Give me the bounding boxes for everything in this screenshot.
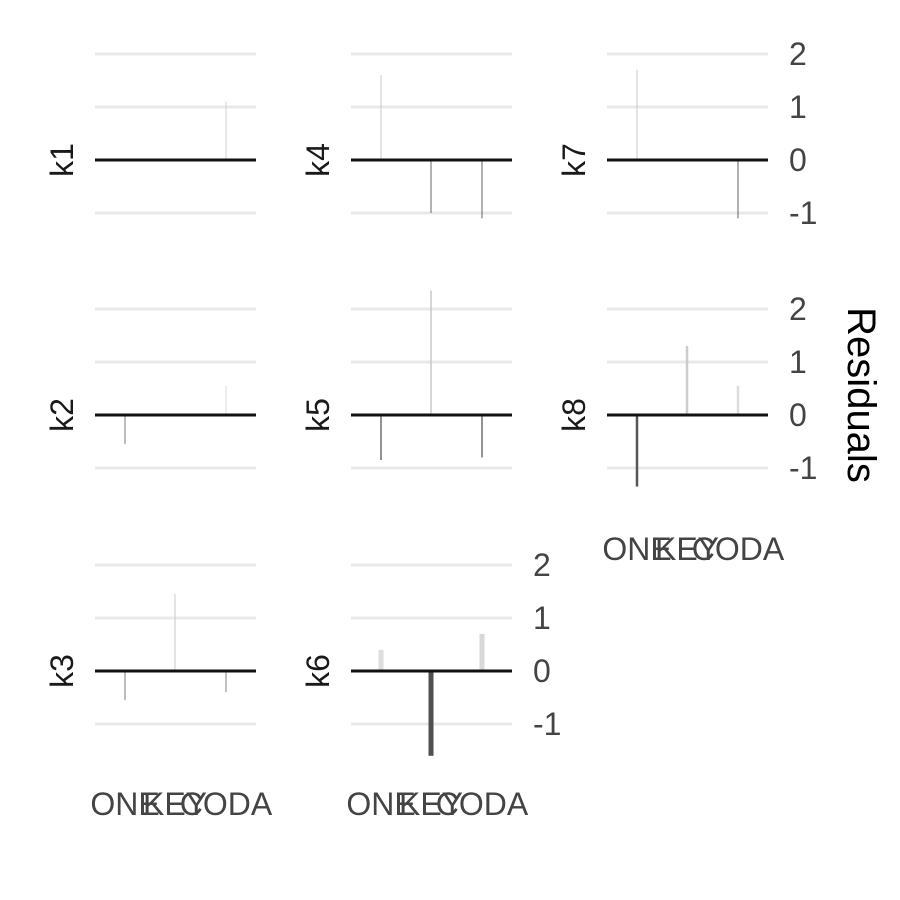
y-tick-label: 2 [789,36,807,72]
x-tick-label-ONE: ONE [346,786,415,822]
bar-k4-KEY [430,160,432,213]
bar-k7-CODA [737,160,739,219]
y-tick-label: 1 [789,89,807,125]
x-tick-label-CODA: CODA [692,531,785,567]
y-tick-label: 0 [533,653,551,689]
x-tick-label-ONE: ONE [90,786,159,822]
bar-k2-ONE [124,415,126,445]
panel-label-k4: k4 [300,143,336,177]
y-tick-label: 2 [789,291,807,327]
x-tick-label-CODA: CODA [180,786,273,822]
bar-k8-CODA [736,385,740,415]
bar-k6-CODA [479,633,485,671]
y-tick-label: 1 [533,600,551,636]
bar-k8-ONE [635,415,639,487]
bar-k2-CODA [225,385,227,415]
y-tick-label: 1 [789,344,807,380]
panel-label-k6: k6 [300,654,336,688]
bar-k6-ONE [378,649,384,671]
panel-label-k2: k2 [44,398,80,432]
bar-k1-CODA [225,101,227,160]
bar-k5-KEY [430,290,432,415]
panel-label-k8: k8 [556,398,592,432]
y-tick-label: 2 [533,547,551,583]
y-tick-label: -1 [533,706,561,742]
x-tick-label-ONE: ONE [602,531,671,567]
panel-label-k1: k1 [44,143,80,177]
panel-label-k7: k7 [556,143,592,177]
y-axis-title: Residuals [839,307,883,483]
y-tick-label: -1 [789,450,817,486]
y-tick-label: 0 [789,142,807,178]
panel-label-k5: k5 [300,398,336,432]
y-tick-label: -1 [789,195,817,231]
bar-k8-KEY [685,346,689,415]
x-tick-label-KEY: KEY [143,786,207,822]
bar-k6-KEY [428,671,434,756]
bar-k3-ONE [124,671,126,701]
x-tick-label-CODA: CODA [436,786,529,822]
panel-label-k3: k3 [44,654,80,688]
bar-k4-CODA [481,160,483,219]
x-tick-label-KEY: KEY [399,786,463,822]
bar-k5-CODA [481,415,483,458]
bar-k4-ONE [380,75,382,160]
bar-k3-CODA [225,671,227,693]
bar-k3-KEY [174,594,176,671]
y-tick-label: 0 [789,397,807,433]
x-tick-label-KEY: KEY [655,531,719,567]
bar-k5-ONE [380,415,382,461]
bar-k7-ONE [636,69,638,160]
